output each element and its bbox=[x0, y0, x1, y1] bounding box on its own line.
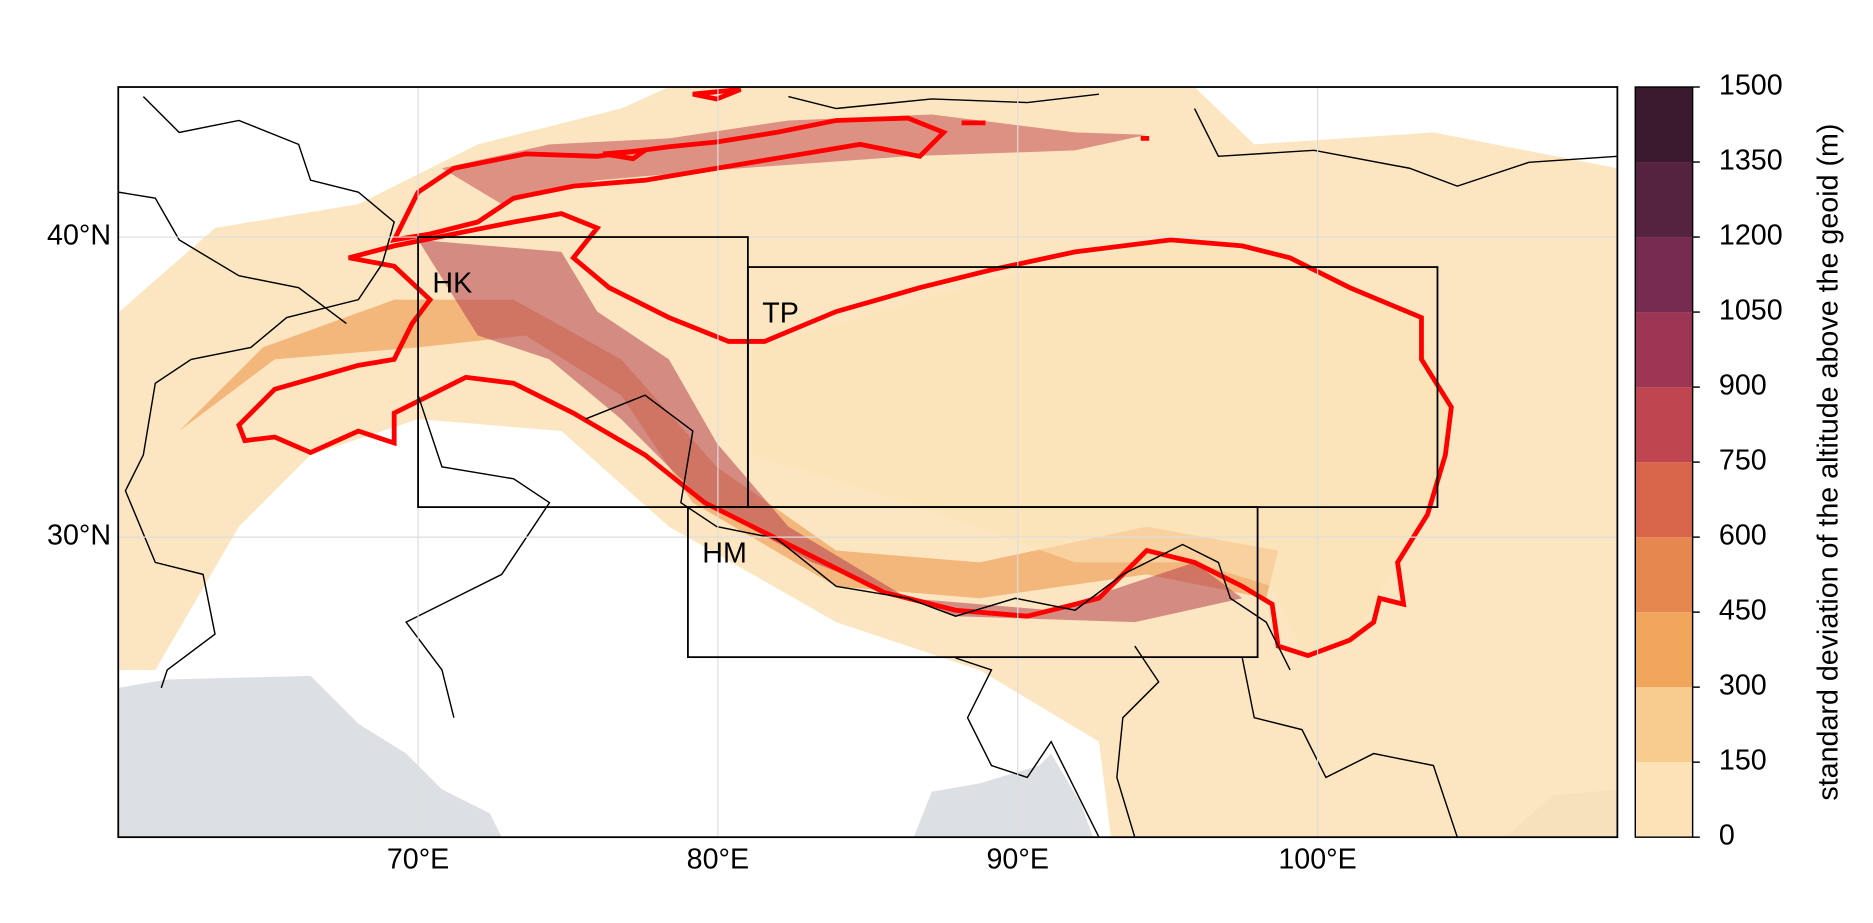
y-tick-label: 30°N bbox=[47, 520, 111, 552]
colorbar-tick-label: 300 bbox=[1719, 670, 1767, 702]
x-tick-label: 90°E bbox=[987, 844, 1049, 876]
region-label: HM bbox=[702, 537, 747, 569]
colorbar-tick-label: 450 bbox=[1719, 595, 1767, 627]
region-box bbox=[687, 506, 1259, 659]
country-border bbox=[118, 93, 1618, 838]
colorbar-level bbox=[1635, 462, 1693, 538]
colorbar-tick-label: 600 bbox=[1719, 520, 1767, 552]
colorbar-level bbox=[1635, 162, 1693, 238]
regions: HK TP HM bbox=[417, 236, 1439, 659]
colorbar-frame bbox=[1634, 86, 1694, 838]
colorbar-level bbox=[1635, 762, 1693, 838]
colorbar-tick-label: 0 bbox=[1719, 820, 1735, 852]
grid bbox=[118, 87, 1618, 838]
terrain-shade bbox=[418, 239, 1243, 623]
colorbar-level bbox=[1635, 687, 1693, 763]
region-label: HK bbox=[432, 267, 472, 299]
colorbar-tick-label: 1500 bbox=[1719, 70, 1783, 102]
colorbar-level bbox=[1635, 537, 1693, 613]
colorbar-label: standard deviation of the altitude above… bbox=[1813, 124, 1845, 801]
colorbar-level bbox=[1635, 612, 1693, 688]
colorbar-tick-label: 1350 bbox=[1719, 145, 1783, 177]
region-label: TP bbox=[762, 297, 799, 329]
colorbar-tick-label: 1050 bbox=[1719, 295, 1783, 327]
colorbar-tick-label: 900 bbox=[1719, 370, 1767, 402]
terrain-shade bbox=[441, 114, 1147, 205]
x-tick-label: 70°E bbox=[387, 844, 449, 876]
colorbar-tick-label: 750 bbox=[1719, 445, 1767, 477]
ocean bbox=[913, 753, 1093, 838]
ocean bbox=[118, 675, 502, 838]
colorbar-tick-label: 150 bbox=[1719, 745, 1767, 777]
terrain-shade bbox=[179, 299, 1279, 599]
terrain-shade bbox=[752, 239, 1452, 653]
elevation-contour bbox=[236, 87, 1454, 659]
colorbar-level bbox=[1635, 237, 1693, 313]
map-background bbox=[118, 87, 1618, 838]
colorbar-level bbox=[1635, 312, 1693, 388]
map-frame bbox=[117, 86, 1619, 839]
x-tick-label: 80°E bbox=[687, 844, 749, 876]
colorbar-level bbox=[1635, 387, 1693, 463]
x-tick-label: 100°E bbox=[1278, 844, 1356, 876]
ticks: 70°E 80°E 90°E 100°E 30°N 40°N bbox=[47, 220, 1357, 876]
colorbar-tick-label: 1200 bbox=[1719, 220, 1783, 252]
colorbar-level bbox=[1635, 87, 1693, 163]
colorbar: 0 150 300 450 600 750 900 1050 1200 1350 1500 bbox=[1634, 70, 1783, 852]
y-tick-label: 40°N bbox=[47, 220, 111, 252]
